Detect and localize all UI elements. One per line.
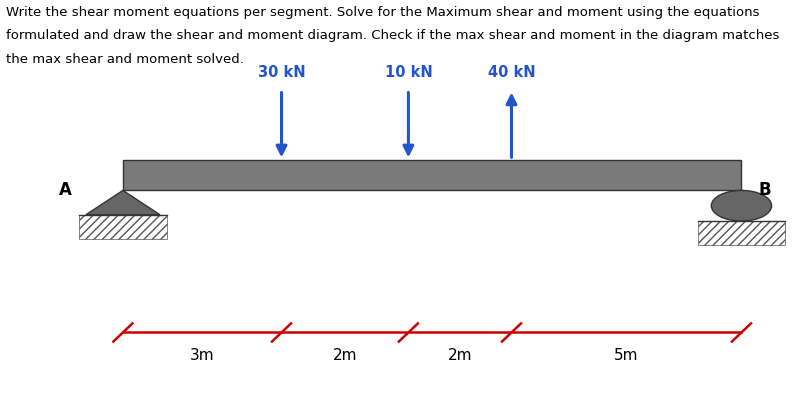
Text: Write the shear moment equations per segment. Solve for the Maximum shear and mo: Write the shear moment equations per seg… bbox=[6, 6, 760, 19]
Text: 30 kN: 30 kN bbox=[258, 64, 305, 80]
Bar bbox=[79, 215, 167, 239]
Text: formulated and draw the shear and moment diagram. Check if the max shear and mom: formulated and draw the shear and moment… bbox=[6, 29, 780, 42]
Text: 2m: 2m bbox=[448, 348, 472, 363]
Text: A: A bbox=[59, 181, 71, 199]
Text: 5m: 5m bbox=[615, 348, 638, 363]
Text: 40 kN: 40 kN bbox=[488, 64, 535, 80]
Polygon shape bbox=[86, 191, 160, 215]
Text: 10 kN: 10 kN bbox=[385, 64, 432, 80]
Text: the max shear and moment solved.: the max shear and moment solved. bbox=[6, 53, 244, 66]
Text: 2m: 2m bbox=[333, 348, 357, 363]
Text: 3m: 3m bbox=[190, 348, 215, 363]
Bar bbox=[123, 160, 741, 191]
Text: B: B bbox=[759, 181, 772, 199]
Circle shape bbox=[711, 191, 772, 221]
Bar bbox=[698, 221, 785, 245]
